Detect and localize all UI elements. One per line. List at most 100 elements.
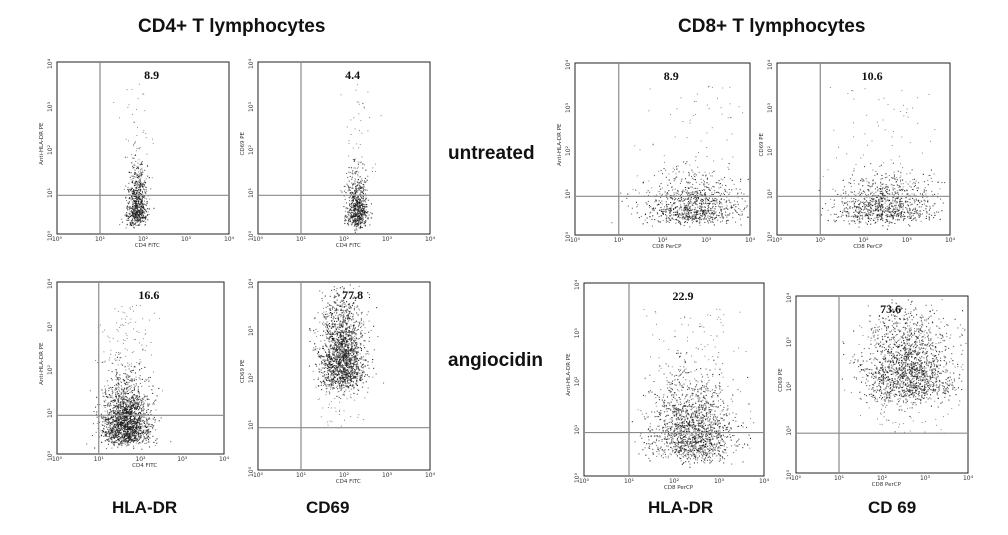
scatter-point bbox=[102, 431, 104, 433]
scatter-point bbox=[109, 433, 111, 435]
scatter-point bbox=[851, 90, 853, 91]
scatter-point bbox=[135, 180, 137, 182]
scatter-point bbox=[139, 411, 141, 413]
scatter-point bbox=[140, 183, 142, 185]
scatter-point bbox=[148, 208, 150, 210]
scatter-point bbox=[133, 184, 135, 186]
scatter-point bbox=[692, 184, 694, 186]
scatter-point bbox=[715, 203, 717, 205]
scatter-point bbox=[703, 179, 705, 181]
scatter-point bbox=[143, 426, 145, 428]
scatter-point bbox=[127, 205, 129, 207]
scatter-point bbox=[121, 401, 123, 403]
scatter-point bbox=[355, 204, 357, 206]
scatter-point bbox=[881, 174, 883, 176]
scatter-point bbox=[857, 193, 859, 195]
scatter-point bbox=[709, 212, 711, 214]
scatter-point bbox=[129, 419, 131, 421]
scatter-point bbox=[675, 166, 677, 168]
scatter-point bbox=[704, 192, 706, 194]
scatter-point bbox=[128, 423, 130, 425]
scatter-point bbox=[137, 171, 139, 173]
scatter-point bbox=[356, 167, 358, 169]
scatter-point bbox=[120, 381, 122, 383]
scatter-point bbox=[118, 389, 120, 391]
scatter-point bbox=[710, 187, 712, 189]
scatter-point bbox=[901, 203, 903, 205]
x-tick-label: 10² bbox=[657, 237, 668, 244]
scatter-point bbox=[344, 219, 346, 221]
scatter-point bbox=[104, 420, 106, 422]
scatter-point bbox=[730, 202, 732, 204]
scatter-point bbox=[119, 377, 121, 379]
scatter-point bbox=[651, 187, 653, 189]
scatter-point bbox=[138, 215, 140, 217]
scatter-point bbox=[113, 437, 115, 439]
scatter-point bbox=[885, 184, 887, 186]
scatter-point bbox=[142, 171, 144, 173]
scatter-point bbox=[874, 217, 876, 219]
y-tick-label: 10⁰ bbox=[47, 230, 54, 241]
scatter-point bbox=[140, 169, 142, 171]
scatter-point bbox=[133, 425, 135, 427]
scatter-point bbox=[714, 197, 716, 199]
scatter-point bbox=[105, 418, 107, 420]
scatter-point bbox=[120, 413, 122, 415]
scatter-point bbox=[892, 196, 894, 198]
scatter-point bbox=[933, 203, 935, 205]
scatter-point bbox=[694, 192, 696, 194]
scatter-point bbox=[891, 145, 893, 146]
scatter-point bbox=[357, 207, 359, 209]
scatter-point bbox=[940, 198, 942, 200]
scatter-point bbox=[124, 428, 126, 430]
scatter-point bbox=[653, 208, 655, 210]
scatter-point bbox=[692, 171, 694, 173]
scatter-point bbox=[102, 424, 104, 426]
scatter-point bbox=[682, 215, 684, 217]
scatter-point bbox=[859, 203, 861, 205]
scatter-point bbox=[929, 174, 931, 176]
scatter-point bbox=[139, 184, 141, 186]
scatter-point bbox=[108, 423, 110, 425]
scatter-point bbox=[116, 403, 118, 405]
scatter-point bbox=[691, 218, 693, 220]
scatter-point bbox=[126, 415, 128, 417]
scatter-point bbox=[118, 412, 120, 414]
scatter-point bbox=[139, 220, 141, 222]
scatter-point bbox=[882, 188, 884, 190]
scatter-point bbox=[133, 227, 135, 229]
scatter-point bbox=[104, 385, 106, 387]
scatter-point bbox=[126, 396, 128, 398]
scatter-point bbox=[902, 179, 904, 181]
scatter-point bbox=[877, 200, 879, 202]
scatter-point bbox=[354, 182, 356, 184]
scatter-point bbox=[863, 190, 865, 192]
scatter-point bbox=[869, 203, 871, 205]
scatter-point bbox=[872, 180, 874, 182]
scatter-point bbox=[119, 410, 121, 412]
scatter-point bbox=[689, 207, 691, 209]
scatter-point bbox=[136, 399, 138, 401]
scatter-point bbox=[886, 219, 888, 221]
scatter-point bbox=[145, 211, 147, 213]
scatter-point bbox=[675, 173, 677, 175]
scatter-point bbox=[827, 209, 829, 211]
scatter-point bbox=[138, 427, 140, 429]
scatter-point bbox=[728, 168, 730, 170]
scatter-point bbox=[697, 93, 698, 95]
scatter-point bbox=[134, 440, 136, 442]
scatter-point bbox=[844, 186, 846, 188]
scatter-point bbox=[352, 158, 354, 160]
scatter-point bbox=[884, 221, 886, 223]
scatter-point bbox=[114, 424, 116, 426]
scatter-point bbox=[822, 175, 824, 177]
scatter-point bbox=[139, 426, 141, 428]
scatter-point bbox=[138, 211, 140, 213]
scatter-point bbox=[714, 217, 716, 219]
scatter-point bbox=[135, 141, 137, 143]
scatter-point bbox=[153, 207, 155, 209]
scatter-point bbox=[861, 201, 863, 203]
scatter-point bbox=[136, 424, 138, 426]
scatter-point bbox=[142, 419, 144, 421]
scatter-point bbox=[93, 411, 95, 413]
